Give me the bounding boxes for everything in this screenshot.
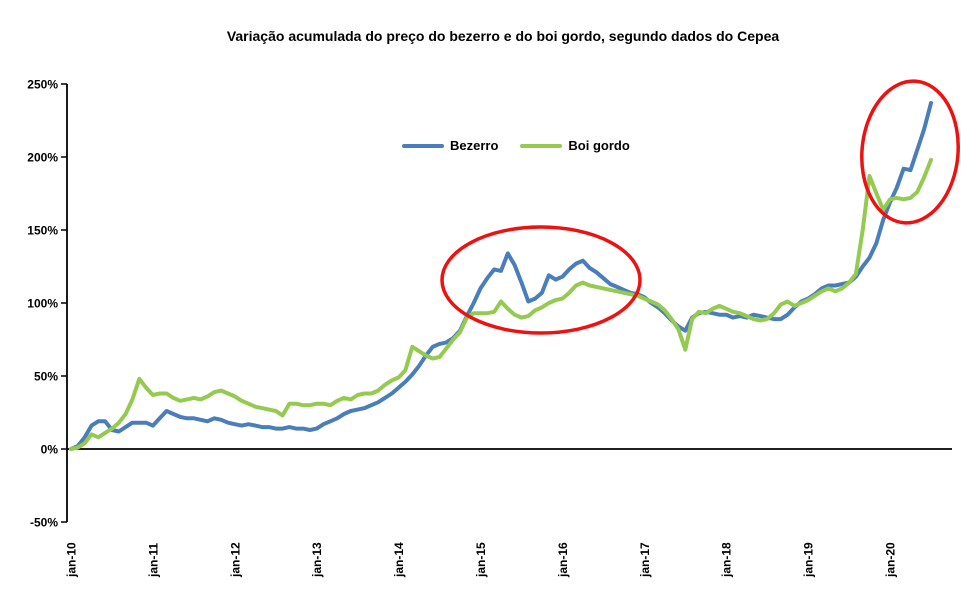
legend-label-boi-gordo: Boi gordo	[568, 138, 630, 153]
legend-item-bezerro: Bezerro	[402, 138, 498, 153]
y-axis-tick-label: 250%	[27, 78, 58, 92]
annotation-ellipse-1	[440, 225, 642, 335]
legend-item-boi-gordo: Boi gordo	[520, 138, 630, 153]
x-axis-tick-label: jan-10	[65, 542, 79, 578]
annotation-ellipse-2	[860, 79, 960, 225]
x-axis-tick-label: jan-19	[802, 542, 816, 578]
legend-label-bezerro: Bezerro	[450, 138, 499, 153]
x-axis-tick-label: jan-16	[556, 542, 570, 578]
y-axis-tick-label: 100%	[27, 297, 58, 311]
y-axis-tick-label: -50%	[30, 516, 58, 530]
x-axis-tick-label: jan-12	[228, 542, 242, 578]
y-axis-tick-label: 150%	[27, 224, 58, 238]
chart-title: Variação acumulada do preço do bezerro e…	[226, 28, 780, 44]
y-axis-tick-label: 50%	[34, 370, 58, 384]
x-axis-tick-label: jan-14	[392, 542, 406, 578]
y-axis-tick-label: 0%	[41, 443, 59, 457]
x-axis-tick-label: jan-11	[146, 543, 160, 578]
boi-gordo-line-swatch	[520, 143, 563, 148]
bezerro-line-swatch	[402, 143, 444, 148]
series-line-bezerro	[69, 101, 933, 451]
y-axis-tick-label: 200%	[27, 151, 58, 165]
x-axis-tick-label: jan-20	[884, 542, 898, 578]
chart-legend: Bezerro Boi gordo	[402, 138, 630, 153]
x-axis-tick-label: jan-13	[310, 542, 324, 578]
x-axis-tick-label: jan-15	[474, 542, 488, 578]
x-axis-tick-label: jan-17	[638, 542, 652, 578]
series-line-boi-gordo	[69, 157, 933, 451]
x-axis-tick-label: jan-18	[720, 542, 734, 578]
